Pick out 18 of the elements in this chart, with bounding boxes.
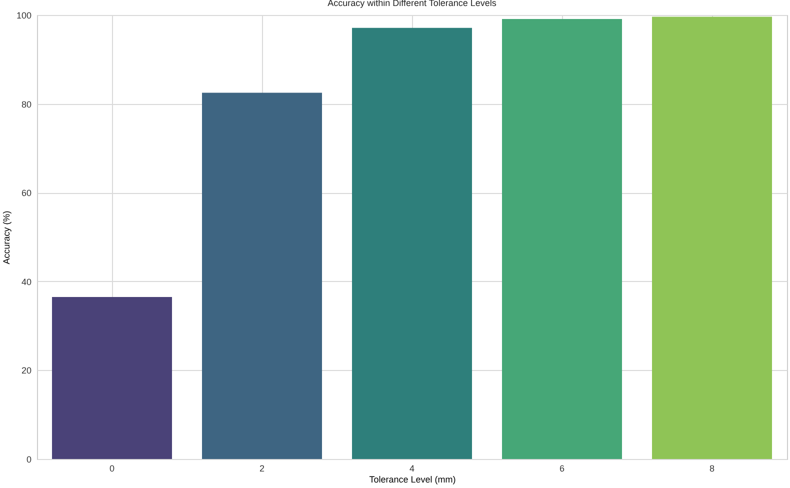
y-tick-label: 40 [21, 276, 32, 287]
y-tick-label: 60 [21, 188, 32, 198]
x-tick-label: 8 [709, 464, 715, 474]
x-tick-label: 0 [109, 464, 115, 474]
y-tick-label: 20 [21, 366, 32, 376]
bar [502, 18, 622, 459]
x-axis-title: Tolerance Level (mm) [369, 474, 456, 484]
x-tick-label: 6 [559, 464, 565, 474]
bar [352, 28, 472, 459]
bar [652, 16, 772, 459]
y-axis-title: Accuracy (%) [1, 210, 12, 264]
y-tick-label: 80 [21, 99, 32, 110]
x-tick-label: 2 [259, 464, 265, 474]
bar [202, 92, 322, 459]
y-tick-label: 100 [16, 10, 32, 20]
bar [52, 296, 172, 459]
y-tick-label: 0 [26, 454, 32, 464]
x-tick-label: 4 [409, 464, 415, 474]
